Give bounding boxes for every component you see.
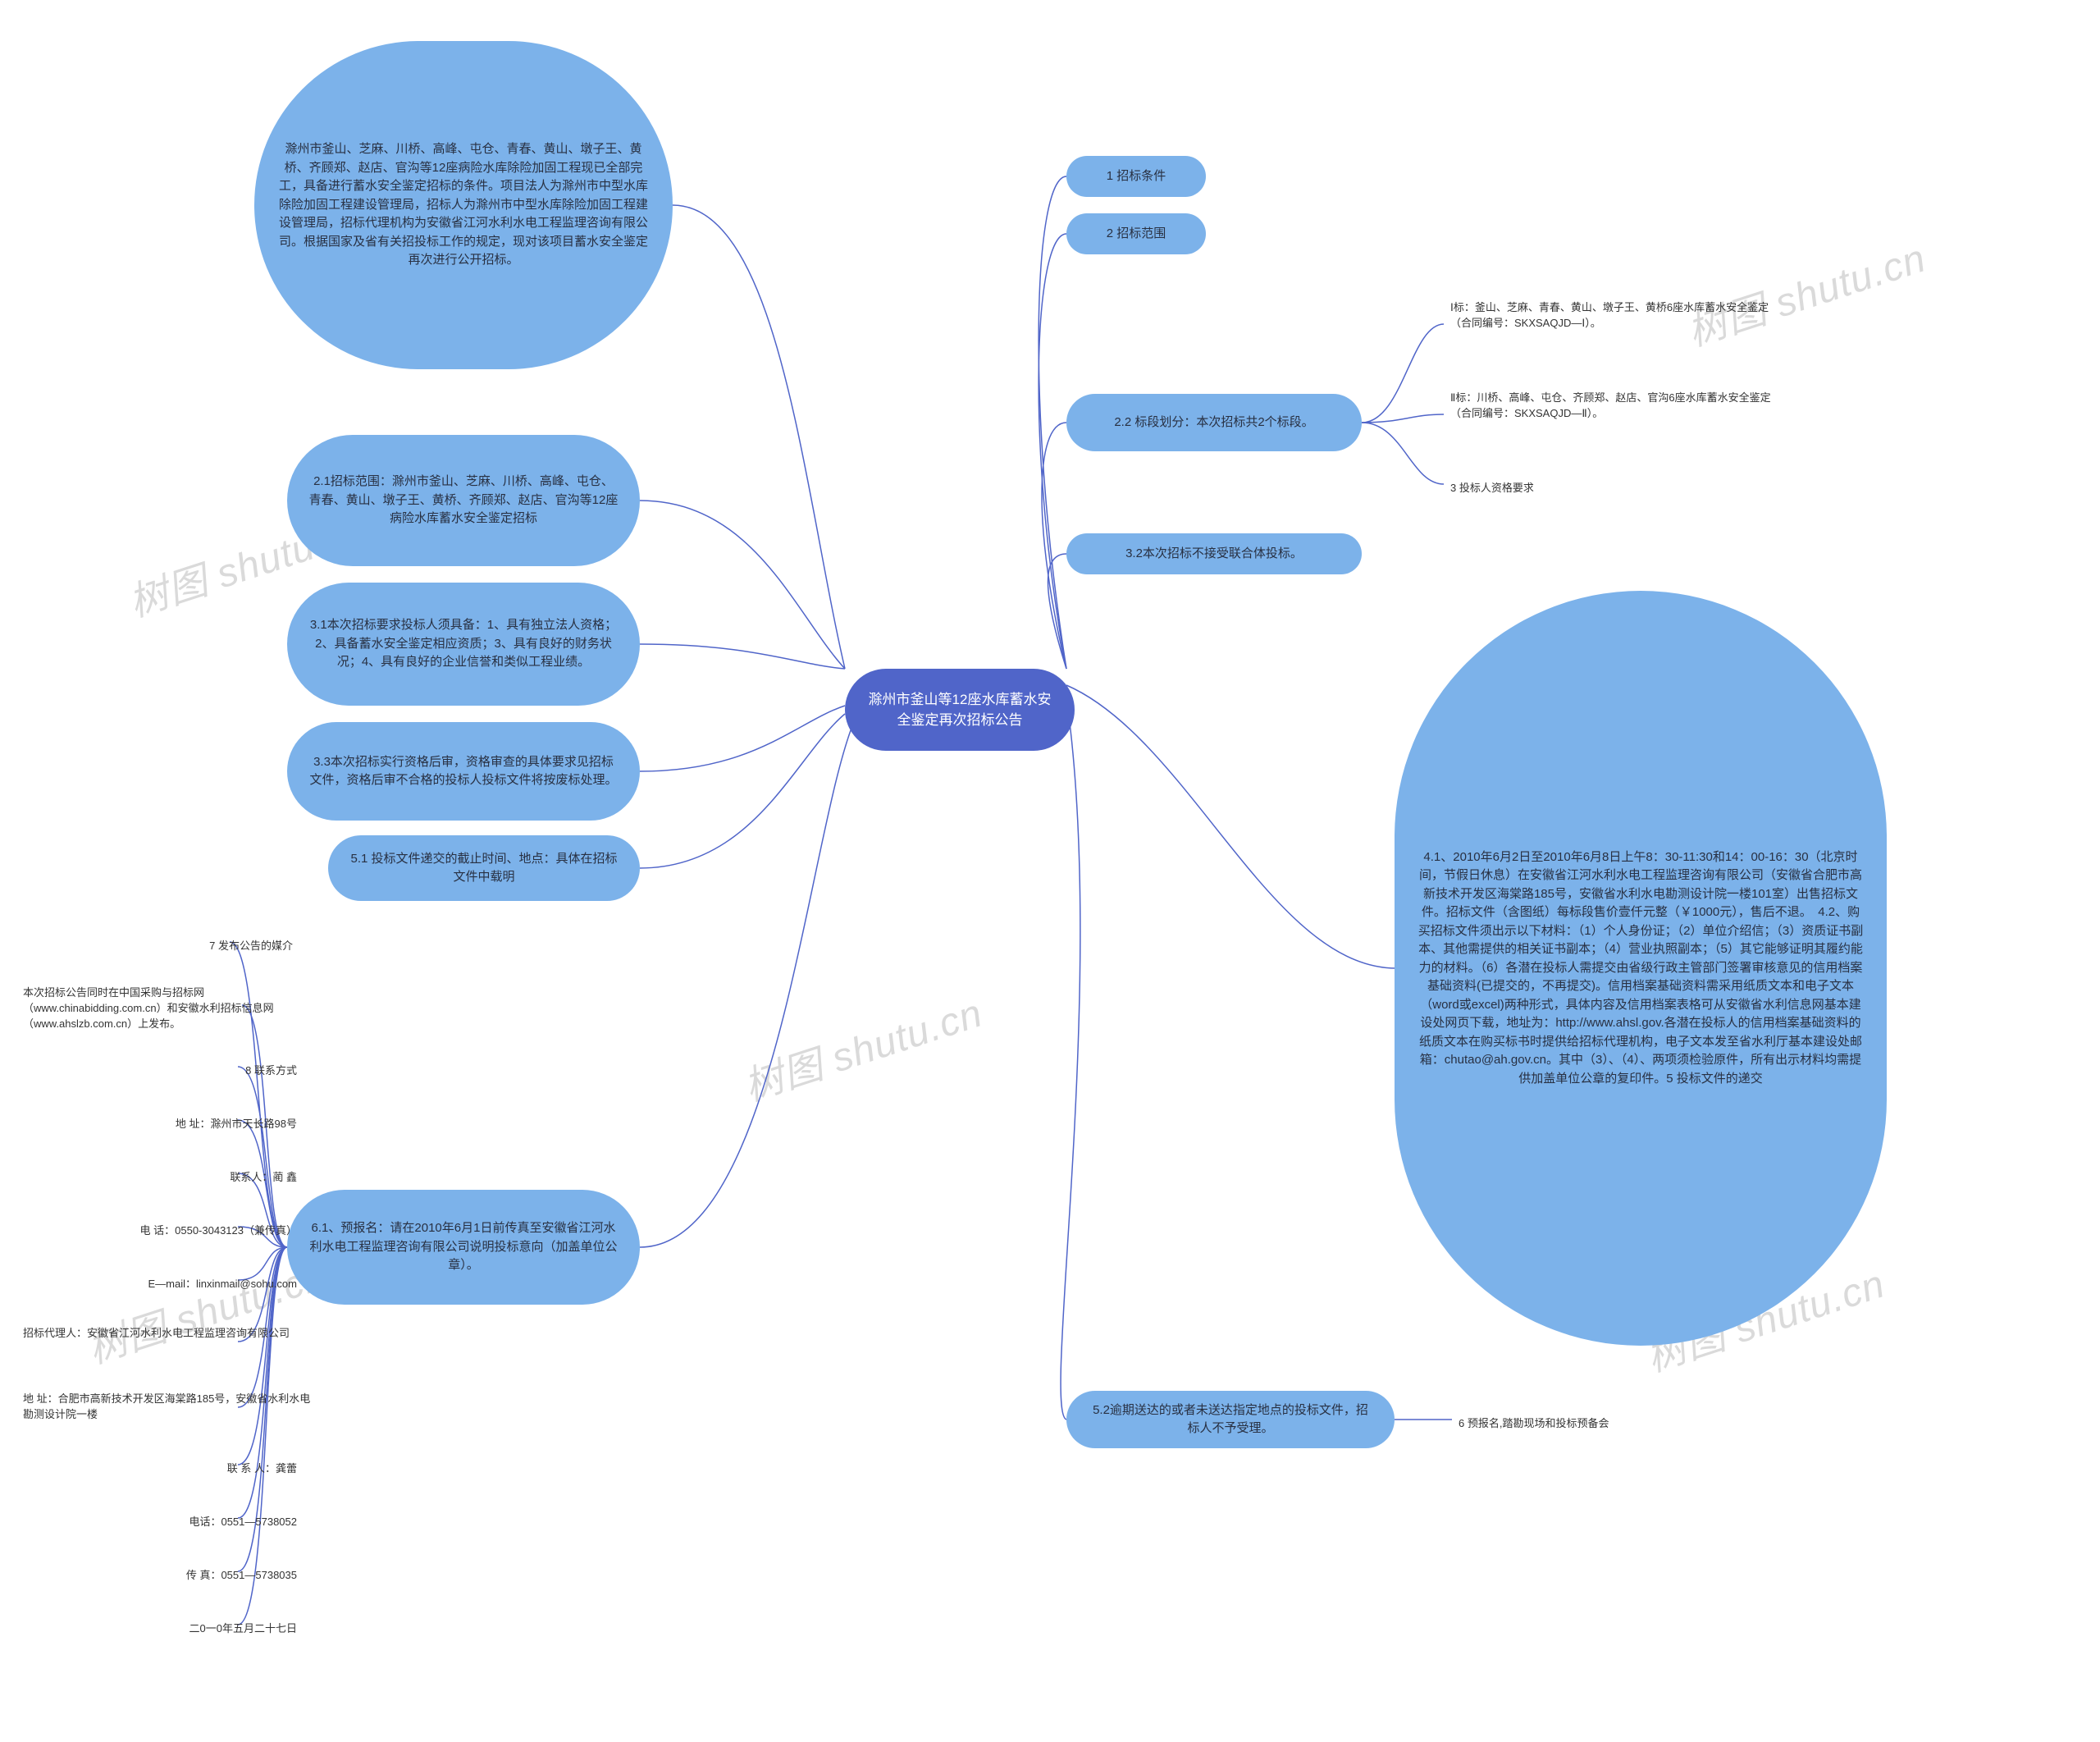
leaf-2-2-a[interactable]: Ⅰ标：釜山、芝麻、青春、黄山、墩子王、黄桥6座水库蓄水安全鉴定（合同编号：SKX… bbox=[1444, 295, 1788, 333]
node-label: 5.1 投标文件递交的截止时间、地点：具体在招标文件中载明 bbox=[349, 850, 619, 887]
node-1[interactable]: 1 招标条件 bbox=[1066, 156, 1206, 197]
leaf-email[interactable]: E—mail：linxinmail@sohu.com bbox=[82, 1272, 304, 1294]
leaf-addr2[interactable]: 地 址：合肥市高新技术开发区海棠路185号，安徽省水利水电勘测设计院一楼 bbox=[16, 1387, 320, 1424]
node-3-1[interactable]: 3.1本次招标要求投标人须具备：1、具有独立法人资格；2、具备蓄水安全鉴定相应资… bbox=[287, 583, 640, 706]
leaf-contact1[interactable]: 联系人：蔺 鑫 bbox=[164, 1165, 304, 1187]
node-label: 滁州市釜山、芝麻、川桥、高峰、屯仓、青春、黄山、墩子王、黄桥、齐顾郑、赵店、官沟… bbox=[276, 140, 651, 270]
leaf-2-2-b[interactable]: Ⅱ标：川桥、高峰、屯仓、齐顾郑、赵店、官沟6座水库蓄水安全鉴定（合同编号：SKX… bbox=[1444, 386, 1788, 423]
node-5-2[interactable]: 5.2逾期送达的或者未送达指定地点的投标文件，招标人不予受理。 bbox=[1066, 1391, 1395, 1448]
leaf-7[interactable]: 7 发布公告的媒介 bbox=[135, 934, 299, 956]
leaf-fax[interactable]: 传 真：0551—5738035 bbox=[115, 1563, 304, 1585]
leaf-agent[interactable]: 招标代理人：安徽省江河水利水电工程监理咨询有限公司 bbox=[16, 1321, 312, 1343]
node-label: 3.2本次招标不接受联合体投标。 bbox=[1125, 545, 1303, 564]
leaf-3-req[interactable]: 3 投标人资格要求 bbox=[1444, 476, 1624, 498]
node-2-2[interactable]: 2.2 标段划分：本次招标共2个标段。 bbox=[1066, 394, 1362, 451]
node-label: 3.1本次招标要求投标人须具备：1、具有独立法人资格；2、具备蓄水安全鉴定相应资… bbox=[308, 616, 619, 672]
node-3-3[interactable]: 3.3本次招标实行资格后审，资格审查的具体要求见招标文件，资格后审不合格的投标人… bbox=[287, 722, 640, 821]
center-node[interactable]: 滁州市釜山等12座水库蓄水安全鉴定再次招标公告 bbox=[845, 669, 1075, 751]
mindmap-canvas: 树图 shutu.cn 树图 shutu.cn 树图 shutu.cn 树图 s… bbox=[0, 0, 2100, 1742]
node-5-1[interactable]: 5.1 投标文件递交的截止时间、地点：具体在招标文件中载明 bbox=[328, 835, 640, 901]
node-label: 2.2 标段划分：本次招标共2个标段。 bbox=[1114, 414, 1313, 432]
node-label: 1 招标条件 bbox=[1107, 167, 1166, 186]
center-label: 滁州市釜山等12座水库蓄水安全鉴定再次招标公告 bbox=[866, 689, 1053, 731]
node-intro[interactable]: 滁州市釜山、芝麻、川桥、高峰、屯仓、青春、黄山、墩子王、黄桥、齐顾郑、赵店、官沟… bbox=[254, 41, 673, 369]
leaf-8[interactable]: 8 联系方式 bbox=[172, 1058, 304, 1081]
node-label: 2.1招标范围：滁州市釜山、芝麻、川桥、高峰、屯仓、青春、黄山、墩子王、黄桥、齐… bbox=[308, 473, 619, 528]
node-4[interactable]: 4.1、2010年6月2日至2010年6月8日上午8：30-11:30和14：0… bbox=[1395, 591, 1887, 1346]
watermark: 树图 shutu.cn bbox=[1679, 226, 1933, 357]
node-2-1[interactable]: 2.1招标范围：滁州市釜山、芝麻、川桥、高峰、屯仓、青春、黄山、墩子王、黄桥、齐… bbox=[287, 435, 640, 566]
leaf-tel1[interactable]: 电 话：0550-3043123（兼传真） bbox=[82, 1218, 304, 1241]
leaf-tel2[interactable]: 电话：0551—5738052 bbox=[115, 1510, 304, 1532]
watermark: 树图 shutu.cn bbox=[736, 981, 989, 1112]
node-label: 6.1、预报名：请在2010年6月1日前传真至安徽省江河水利水电工程监理咨询有限… bbox=[308, 1219, 619, 1275]
node-6-1[interactable]: 6.1、预报名：请在2010年6月1日前传真至安徽省江河水利水电工程监理咨询有限… bbox=[287, 1190, 640, 1305]
leaf-date[interactable]: 二0一0年五月二十七日 bbox=[115, 1616, 304, 1639]
leaf-6[interactable]: 6 预报名,踏勘现场和投标预备会 bbox=[1452, 1411, 1764, 1433]
node-label: 2 招标范围 bbox=[1107, 225, 1166, 244]
leaf-addr1[interactable]: 地 址：滁州市天长路98号 bbox=[98, 1112, 304, 1134]
leaf-contact2[interactable]: 联 系 人：龚蕾 bbox=[156, 1456, 304, 1479]
node-label: 4.1、2010年6月2日至2010年6月8日上午8：30-11:30和14：0… bbox=[1416, 848, 1865, 1089]
node-label: 3.3本次招标实行资格后审，资格审查的具体要求见招标文件，资格后审不合格的投标人… bbox=[308, 753, 619, 790]
node-label: 5.2逾期送达的或者未送达指定地点的投标文件，招标人不予受理。 bbox=[1088, 1401, 1373, 1438]
node-3-2[interactable]: 3.2本次招标不接受联合体投标。 bbox=[1066, 533, 1362, 574]
node-2[interactable]: 2 招标范围 bbox=[1066, 213, 1206, 254]
leaf-7b[interactable]: 本次招标公告同时在中国采购与招标网（www.chinabidding.com.c… bbox=[16, 981, 328, 1034]
